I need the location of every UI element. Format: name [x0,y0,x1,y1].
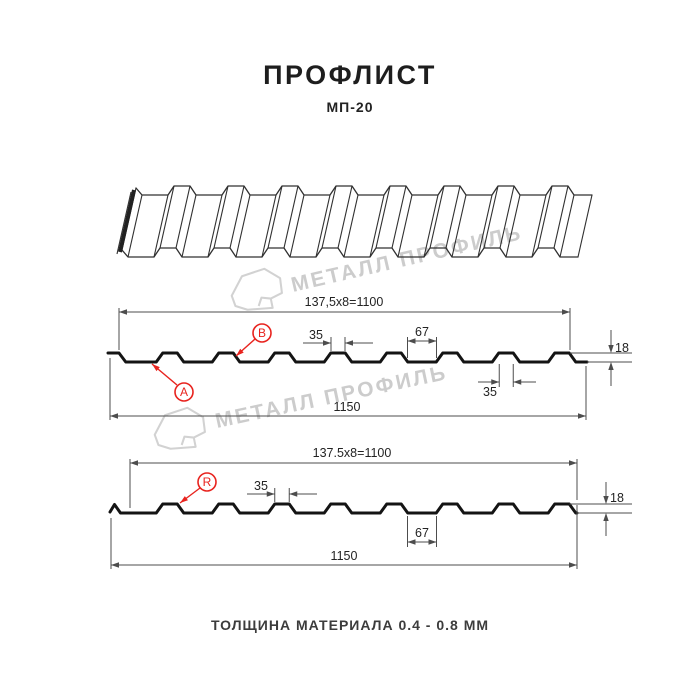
dimensions-top [109,308,632,420]
profile-outline [108,502,579,515]
dimension-arrow [608,345,614,353]
dimension-arrow [111,562,119,568]
sheet-rib-line [369,194,385,258]
cross-section-bottom [108,502,579,515]
watermark-brand-text: МЕТАЛЛ ПРОФИЛЬ [213,361,449,433]
dimension-arrow [562,309,570,315]
watermark-brand-text: МЕТАЛЛ ПРОФИЛЬ [289,221,525,297]
dim-crest-top: 35 [309,328,323,342]
sheet-rib-line [213,185,229,249]
dimension-arrow [513,379,522,385]
dim-height-top: 18 [615,341,629,355]
dimension-arrow [578,413,586,419]
dimension-arrow [266,491,275,497]
sheet-rib-line [289,194,305,258]
sheet-cut-edge [116,191,132,255]
dim-crest-bottom: 35 [254,479,268,493]
dim-pitch-bottom: 137.5x8=1100 [313,446,392,460]
dim-overall-bottom: 1150 [331,549,358,563]
sheet-rib-line [207,194,223,258]
dimension-arrow [603,513,609,521]
sheet-rib-line [229,185,245,249]
sheet-rib-line [531,194,547,258]
dim-overall-top: 1150 [334,400,361,414]
dimensions-bottom [110,459,632,569]
sheet-rib-line [153,194,169,258]
sheet-rib-line [261,194,277,258]
sheet-rib-line [235,194,251,258]
callout-arrow [152,364,160,372]
sheet-rib-line [537,185,553,249]
dimension-arrow [428,338,437,344]
point-label-r: R [203,475,212,489]
sheet-rib-line [483,185,499,249]
dimension-arrow [603,496,609,504]
sheet-rib-line [283,185,299,249]
sheet-rib-line [267,185,283,249]
sheet-rib-line [391,185,407,249]
sheet-far-edge [135,185,593,196]
sheet-rib-line [423,194,439,258]
sheet-rib-line [127,194,143,258]
dimension-arrow [407,539,416,545]
dim-pitch-top: 137,5x8=1100 [305,295,384,309]
sheet-rib-line [477,194,493,258]
point-label-circle [197,472,217,492]
dim-height-bottom: 18 [610,491,624,505]
sheet-rib-line [337,185,353,249]
sheet-rib-line [559,194,575,258]
dimension-arrow [119,309,127,315]
metal-profil-logo-icon [153,406,206,450]
sheet-rib-line [505,194,521,258]
profile-outline [106,351,589,364]
dimension-arrow [428,539,437,545]
point-label-b: B [258,326,266,340]
dimension-arrow [608,362,614,370]
sheet-rib-line [375,185,391,249]
sheet-rib-line [429,185,445,249]
sheet-rib-line [343,194,359,258]
sheet-rib-line [577,194,593,258]
dimension-arrow [110,413,118,419]
dimension-arrow [491,379,500,385]
metal-profil-logo-icon [230,267,283,311]
point-label-circle [174,382,194,402]
callout-arrow [236,348,244,356]
sheet-near-edge [121,247,579,258]
dim-valley-top: 67 [415,325,429,339]
dimension-arrow [289,491,298,497]
sheet-rib-line [159,185,175,249]
dimension-arrow [569,460,577,466]
sheet-rib-line [445,185,461,249]
cross-section-top [106,351,589,364]
watermark-2: МЕТАЛЛ ПРОФИЛЬ [153,361,450,450]
sheet-rib-line [553,185,569,249]
dimension-arrow [569,562,577,568]
page-title: ПРОФЛИСТ [263,60,437,90]
sheet-rib-line [175,185,191,249]
dimension-arrow [345,340,353,346]
sheet-rib-line [499,185,515,249]
dim-valley-bottom: 67 [415,526,429,540]
dim-crest-bottomside-top: 35 [483,385,497,399]
dimension-arrow [323,340,331,346]
sheet-cut-edge [118,189,136,253]
sheet-rib-line [181,194,197,258]
sheet-3d-view [116,185,593,258]
sheet-rib-line [397,194,413,258]
point-label-a: A [180,385,188,399]
dimension-arrow [407,338,416,344]
product-code: МП-20 [326,99,374,115]
dimension-arrow [130,460,138,466]
material-thickness-note: ТОЛЩИНА МАТЕРИАЛА 0.4 - 0.8 ММ [210,617,490,633]
callout-arrow [180,496,188,503]
sheet-rib-line [321,185,337,249]
point-label-circle [252,323,272,343]
sheet-rib-line [315,194,331,258]
sheet-rib-line [451,194,467,258]
